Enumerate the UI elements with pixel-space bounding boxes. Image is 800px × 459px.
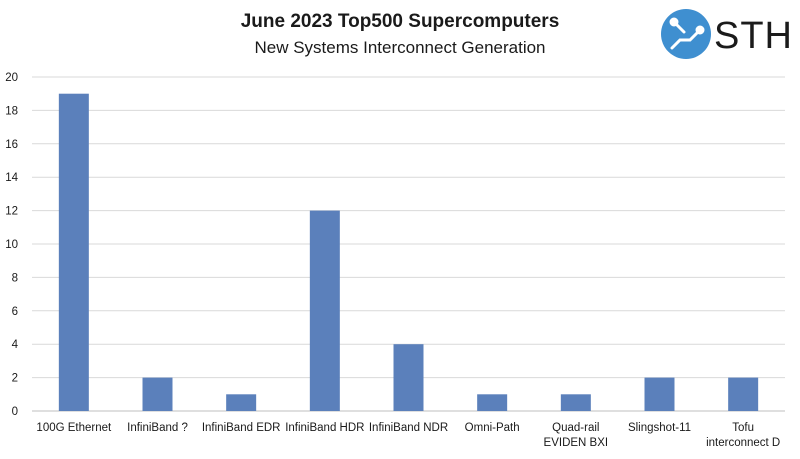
bar: [58, 93, 89, 411]
bar: [309, 210, 340, 411]
circuit-icon: [669, 17, 705, 50]
x-tick-label: InfiniBand EDR: [202, 422, 281, 434]
y-tick-label: 2: [12, 373, 18, 385]
y-tick-label: 16: [5, 139, 18, 151]
chart-title: June 2023 Top500 Supercomputers: [241, 11, 560, 32]
x-tick-label: Slingshot-11: [628, 422, 691, 434]
bar: [560, 394, 591, 411]
bar: [728, 377, 759, 411]
bar: [644, 377, 675, 411]
x-tick-label: Omni-Path: [465, 422, 520, 434]
grid-lines: [32, 76, 785, 412]
bars: [58, 93, 759, 411]
bar: [226, 394, 257, 411]
y-tick-label: 8: [12, 272, 18, 284]
bar: [477, 394, 508, 411]
x-axis-labels: 100G Ethernet InfiniBand ? InfiniBand EDR I…: [36, 422, 780, 449]
chart-subtitle: New Systems Interconnect Generation: [254, 38, 545, 57]
x-tick-label: Quad-rail EVIDEN BXI: [544, 422, 609, 449]
x-tick-label: InfiniBand HDR: [285, 422, 364, 434]
bar: [393, 344, 424, 411]
y-tick-label: 0: [12, 406, 18, 418]
logo-text: STH: [714, 15, 793, 57]
y-tick-label: 14: [5, 172, 18, 184]
y-tick-label: 20: [5, 72, 18, 84]
bar: [142, 377, 173, 411]
logo-circle-icon: [661, 9, 711, 59]
x-tick-label: Tofu interconnect D: [706, 422, 780, 449]
x-tick-label: InfiniBand ?: [127, 422, 188, 434]
y-tick-label: 4: [12, 339, 19, 351]
x-tick-label: 100G Ethernet: [36, 422, 112, 434]
y-tick-label: 10: [5, 239, 18, 251]
y-tick-label: 12: [5, 206, 18, 218]
sth-logo: STH: [661, 9, 793, 59]
y-axis-ticks: 0 2 4 6 8 10 12 14 16 18 20: [5, 72, 18, 418]
x-tick-label: InfiniBand NDR: [369, 422, 448, 434]
y-tick-label: 18: [5, 105, 18, 117]
y-tick-label: 6: [12, 306, 18, 318]
